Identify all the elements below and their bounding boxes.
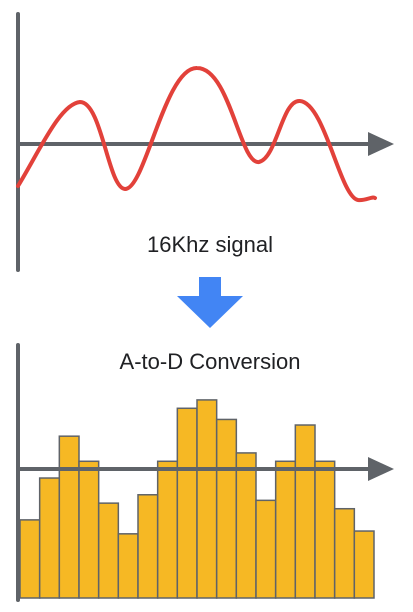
sample-bar	[156, 460, 179, 599]
sample-bars	[19, 399, 375, 599]
bottom-x-axis-arrowhead	[368, 457, 394, 481]
top-x-axis-arrowhead	[368, 132, 394, 156]
sample-bar	[314, 460, 336, 599]
sample-bar	[333, 507, 356, 599]
conversion-arrow	[177, 277, 243, 328]
sample-bar	[255, 499, 277, 599]
sample-bar	[235, 452, 257, 599]
analog-signal-wave	[16, 65, 377, 203]
sample-bar	[196, 399, 218, 599]
analog-signal-panel: 16Khz signal	[16, 12, 394, 272]
digital-samples-panel: A-to-D Conversion	[16, 343, 394, 602]
sample-bar	[137, 494, 159, 599]
bottom-caption: A-to-D Conversion	[120, 349, 301, 374]
sample-bar	[97, 502, 120, 599]
sample-bar	[38, 477, 61, 599]
sample-bar	[294, 424, 316, 599]
sample-bar	[274, 460, 297, 599]
sample-bar	[117, 533, 139, 599]
sample-bar	[215, 418, 238, 599]
down-arrow-icon	[177, 277, 243, 328]
sample-bar	[58, 435, 80, 599]
sample-bar	[353, 530, 375, 599]
sample-bar	[78, 460, 100, 599]
sample-bar	[176, 407, 198, 599]
top-caption: 16Khz signal	[147, 232, 273, 257]
sample-bar	[19, 519, 41, 599]
